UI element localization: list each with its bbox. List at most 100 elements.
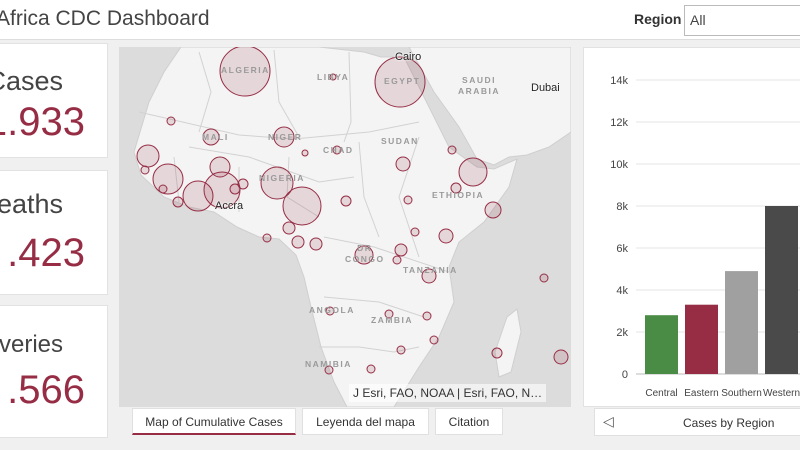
bubble-congo <box>291 235 305 249</box>
bubble-namibia <box>324 365 334 375</box>
bubble-angola <box>325 306 335 316</box>
bubble-gabon <box>282 221 296 235</box>
bubble-south-sudan <box>403 195 413 205</box>
bar-eastern[interactable] <box>685 304 718 374</box>
recoveries-label: coveries <box>0 331 63 358</box>
country-label-angola: ANGOLA <box>309 305 355 315</box>
y-tick-label: 2k <box>616 327 628 339</box>
city-label-cairo: Cairo <box>395 51 422 63</box>
bubble-cameroon-n <box>301 149 309 157</box>
bubble-mauritania <box>166 116 176 126</box>
bubble-algeria <box>219 47 271 97</box>
region-select[interactable]: All <box>684 5 800 36</box>
y-tick-label: 14k <box>610 75 628 87</box>
country-label-zambia: ZAMBIA <box>371 315 414 325</box>
bubble-botswana <box>366 364 376 374</box>
bubble-burundi <box>394 243 408 257</box>
y-tick-label: 0 <box>622 369 628 381</box>
bubble-madagascar <box>491 347 503 359</box>
bubble-cameroon <box>282 186 322 226</box>
bubble-cote-divoire <box>182 180 214 212</box>
bubble-mali <box>202 128 220 146</box>
bubble-drc-east <box>392 255 402 265</box>
bubble-car <box>340 195 352 207</box>
bubble-uganda <box>410 227 420 237</box>
country-label-nigeria: NIGERIA <box>259 173 305 183</box>
bubble-seychelles <box>539 273 549 283</box>
bubble-libya <box>329 73 337 81</box>
arabia-landmass <box>408 47 571 166</box>
tab-map-of-cumulative-cases[interactable]: Map of Cumulative Cases <box>132 408 296 435</box>
country-label-sudan: SUDAN <box>381 136 419 146</box>
city-label-accra: Accra <box>215 200 244 212</box>
x-tick-label: Southern <box>721 388 762 399</box>
x-tick-label: Central <box>645 388 677 399</box>
bubble-sudan-east <box>447 145 457 155</box>
tab-cases-by-region[interactable]: Cases by Region <box>683 416 775 430</box>
y-tick-label: 12k <box>610 117 628 129</box>
bubble-kenya <box>438 228 454 244</box>
bubble-sudan <box>395 156 411 172</box>
country-label-mali: MALI <box>202 132 229 142</box>
x-tick-label: Western <box>763 388 800 399</box>
y-tick-label: 10k <box>610 159 628 171</box>
bubble-chad <box>332 145 342 155</box>
country-label-algeria: ALGERIA <box>221 65 270 75</box>
recoveries-card: coveries .566 <box>0 305 108 438</box>
cases-label: Cases <box>0 66 63 96</box>
bubble-sierra-leone <box>158 184 168 194</box>
chevron-left-icon[interactable]: ◁ <box>603 413 614 429</box>
bubble-somalia <box>484 201 502 219</box>
bubble-benin <box>237 178 249 190</box>
bar-southern[interactable] <box>725 271 758 374</box>
bubble-zambia <box>384 309 394 319</box>
y-tick-label: 6k <box>616 243 628 255</box>
africa-landmass <box>133 47 518 407</box>
country-label-dr-congo: DR CONGO <box>345 243 385 264</box>
deaths-label: eaths <box>0 189 63 219</box>
x-tick-label: Eastern <box>684 388 718 399</box>
bubble-niger <box>273 126 295 148</box>
y-tick-label: 8k <box>616 201 628 213</box>
recoveries-value: .566 <box>7 368 85 412</box>
cases-card: Cases 1.933 <box>0 43 108 158</box>
city-label-dubai: Dubai <box>531 82 560 94</box>
madagascar <box>494 308 522 378</box>
chart-footer: ◁ Cases by Region <box>594 408 800 436</box>
bubble-guinea <box>152 163 184 195</box>
dashboard-header: Africa CDC Dashboard Region All <box>0 0 800 40</box>
cases-value: 1.933 <box>0 100 85 144</box>
case-bubbles <box>136 47 569 375</box>
bubble-liberia <box>172 196 184 208</box>
bubble-eritrea <box>458 157 488 187</box>
country-label-ethiopia: ETHIOPIA <box>432 190 485 200</box>
bubble-malawi <box>422 311 432 321</box>
deaths-card: eaths .423 <box>0 170 108 295</box>
country-label-chad: CHAD <box>323 145 354 155</box>
tab-leyenda-del-mapa[interactable]: Leyenda del mapa <box>302 408 429 435</box>
bar-chart-svg: 0 2k 4k 6k 8k 10k 12k 14k Central Eastern Southern… <box>610 75 800 399</box>
country-label-saudi-arabia: SAUDI ARABIA <box>458 75 501 96</box>
deaths-value: .423 <box>7 231 85 275</box>
map-attribution[interactable]: J Esri, FAO, NOAA | Esri, FAO, N… <box>349 384 547 402</box>
country-label-tanzania: TANZANIA <box>403 265 458 275</box>
bar-western[interactable] <box>765 206 798 374</box>
tab-citation[interactable]: Citation <box>435 408 503 435</box>
bubble-rwanda-area <box>309 237 323 251</box>
cases-by-region-chart: 0 2k 4k 6k 8k 10k 12k 14k Central Eastern Southern… <box>583 47 800 407</box>
bubble-egypt <box>374 56 426 108</box>
bar-central[interactable] <box>645 315 678 374</box>
cases-map[interactable]: Cairo Dubai Accra ALGERIA LIBYA EGYPT SA… <box>119 47 571 407</box>
bubble-togo <box>229 183 241 195</box>
bubble-eq-guinea <box>262 233 272 243</box>
country-label-egypt: EGYPT <box>384 76 421 86</box>
bubble-zimbabwe <box>396 345 406 355</box>
bubble-ethiopia <box>450 182 462 194</box>
region-label: Region <box>634 11 682 27</box>
map-canvas <box>133 47 571 407</box>
bubble-mozambique <box>429 335 439 345</box>
country-label-libya: LIBYA <box>317 72 350 82</box>
bubble-gambia <box>140 165 150 175</box>
bubble-nigeria <box>260 166 294 200</box>
y-tick-label: 4k <box>616 285 628 297</box>
